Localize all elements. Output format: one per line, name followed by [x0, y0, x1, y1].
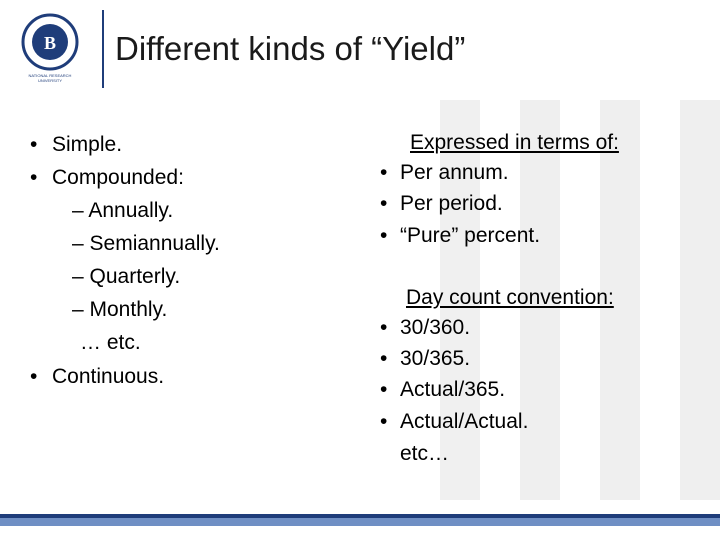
list-item: Per annum.	[400, 161, 509, 184]
bullet: •	[30, 365, 38, 388]
logo-text: NATIONAL RESEARCH UNIVERSITY	[28, 73, 72, 83]
bullet: •	[380, 224, 388, 247]
list-item: Continuous.	[52, 365, 165, 388]
list-item: “Pure” percent.	[400, 224, 541, 247]
list-item: etc…	[400, 442, 450, 465]
bullet: •	[30, 133, 38, 156]
section-heading: Expressed in terms of:	[410, 131, 619, 154]
list-item: Per period.	[400, 192, 503, 215]
list-item: Actual/Actual.	[400, 410, 529, 433]
sub-item: – Semiannually.	[72, 232, 220, 255]
bullet: •	[380, 192, 388, 215]
logo-core	[32, 24, 68, 60]
list-item: Actual/365.	[400, 378, 506, 401]
bullet: •	[380, 378, 388, 401]
bullet: •	[30, 166, 38, 189]
list-item: Compounded:	[52, 166, 184, 189]
bullet: •	[380, 161, 388, 184]
list-item: Simple.	[52, 133, 123, 156]
list-item: 30/360.	[400, 316, 471, 339]
logo-mark: В	[44, 33, 56, 53]
section-heading: Day count convention:	[406, 286, 614, 309]
list-item: 30/365.	[400, 347, 471, 370]
sub-item: … etc.	[80, 331, 141, 354]
logo-ring	[21, 13, 79, 71]
sub-item: – Quarterly.	[72, 265, 181, 288]
bullet: •	[380, 347, 388, 370]
watermark	[440, 100, 720, 500]
sub-item: – Monthly.	[72, 298, 168, 321]
bullet: •	[380, 316, 388, 339]
bullet: •	[380, 410, 388, 433]
slide-title: Different kinds of “Yield”	[115, 30, 466, 67]
footer-line	[0, 514, 720, 518]
sub-item: – Annually.	[72, 199, 174, 222]
